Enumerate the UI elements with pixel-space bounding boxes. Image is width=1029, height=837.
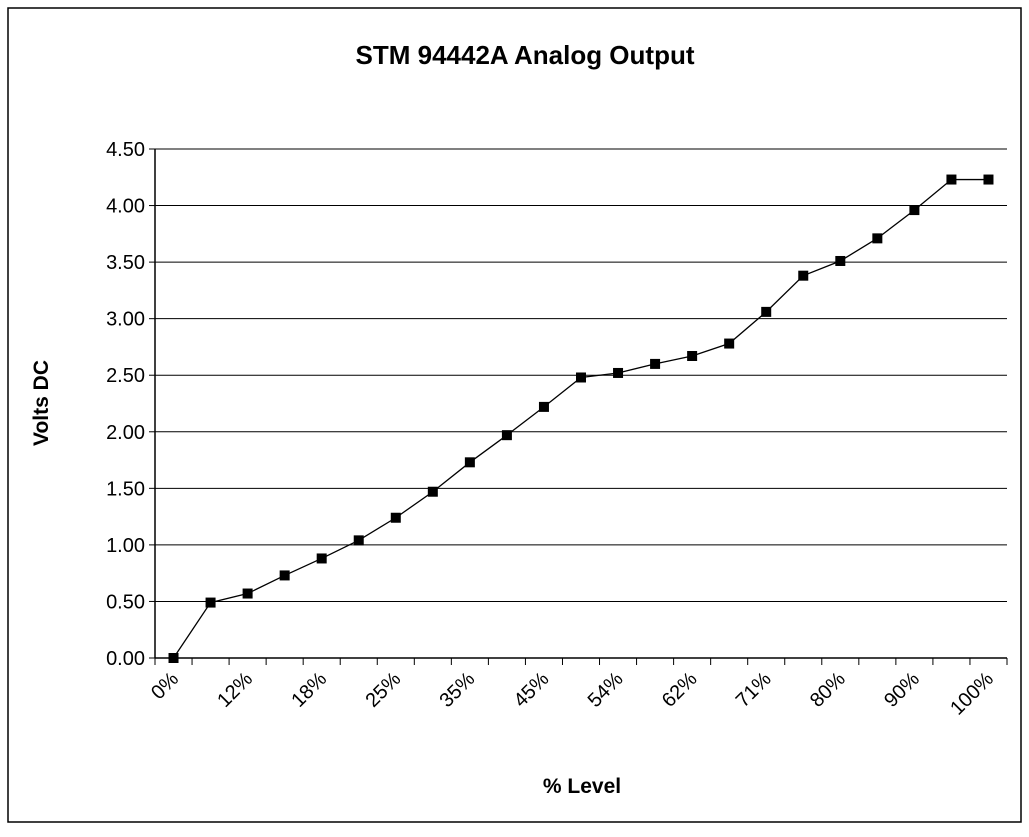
marker xyxy=(316,553,327,564)
y-tick-label: 1.00 xyxy=(106,535,145,557)
marker xyxy=(427,486,438,497)
marker xyxy=(353,535,364,546)
y-axis-label: Volts DC xyxy=(30,360,53,446)
marker xyxy=(983,174,994,185)
y-tick-label: 3.00 xyxy=(106,309,145,331)
marker xyxy=(279,570,290,581)
marker xyxy=(761,306,772,317)
y-tick-label: 2.00 xyxy=(106,422,145,444)
y-tick-label: 3.50 xyxy=(106,252,145,274)
marker xyxy=(390,512,401,523)
marker xyxy=(242,588,253,599)
marker xyxy=(501,430,512,441)
y-tick-label: 2.50 xyxy=(106,365,145,387)
y-tick-label: 1.50 xyxy=(106,478,145,500)
marker xyxy=(205,597,216,608)
marker xyxy=(872,233,883,244)
chart-title: STM 94442A Analog Output xyxy=(356,40,695,70)
marker xyxy=(724,338,735,349)
marker xyxy=(835,255,846,266)
marker xyxy=(687,350,698,361)
marker xyxy=(946,174,957,185)
marker xyxy=(168,653,179,663)
marker xyxy=(538,401,549,412)
y-tick-label: 0.00 xyxy=(106,648,145,670)
marker xyxy=(798,270,809,281)
y-tick-label: 4.50 xyxy=(106,139,145,161)
marker xyxy=(576,372,586,383)
x-axis-label: % Level xyxy=(543,775,621,798)
marker xyxy=(613,367,624,378)
marker xyxy=(464,457,475,468)
y-tick-label: 4.00 xyxy=(106,196,145,218)
y-tick-label: 0.50 xyxy=(106,591,145,613)
marker xyxy=(909,205,920,216)
marker xyxy=(650,358,661,369)
chart-border xyxy=(7,7,1022,823)
